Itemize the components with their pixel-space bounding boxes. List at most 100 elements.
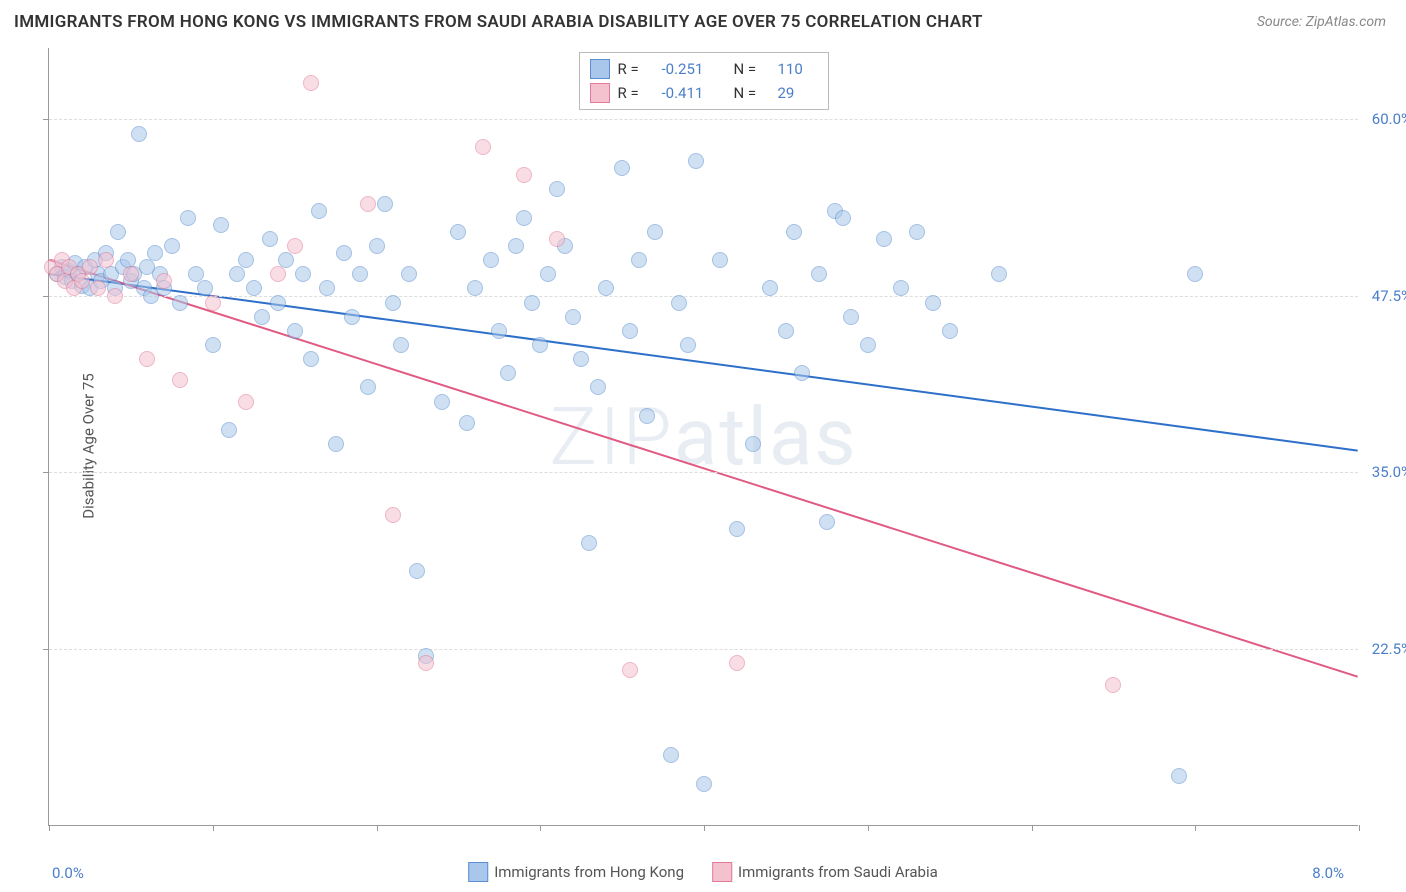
point-hong-kong	[491, 323, 507, 339]
legend-label: Immigrants from Hong Kong	[494, 863, 684, 881]
point-hong-kong	[516, 210, 532, 226]
point-hong-kong	[409, 563, 425, 579]
trend-line	[49, 260, 1357, 677]
point-hong-kong	[500, 365, 516, 381]
point-hong-kong	[532, 337, 548, 353]
point-hong-kong	[524, 295, 540, 311]
point-hong-kong	[377, 196, 393, 212]
point-hong-kong	[352, 266, 368, 282]
point-hong-kong	[246, 280, 262, 296]
y-tick-label: 22.5%	[1372, 640, 1406, 658]
point-hong-kong	[811, 266, 827, 282]
point-hong-kong	[696, 776, 712, 792]
point-hong-kong	[876, 231, 892, 247]
point-hong-kong	[467, 280, 483, 296]
point-saudi-arabia	[303, 75, 319, 91]
point-hong-kong	[450, 224, 466, 240]
x-tick	[704, 825, 705, 831]
point-saudi-arabia	[123, 266, 139, 282]
point-saudi-arabia	[516, 167, 532, 183]
point-saudi-arabia	[287, 238, 303, 254]
point-hong-kong	[925, 295, 941, 311]
point-hong-kong	[762, 280, 778, 296]
point-hong-kong	[459, 415, 475, 431]
point-hong-kong	[729, 521, 745, 537]
legend-n-value: 110	[778, 60, 818, 78]
x-tick	[540, 825, 541, 831]
y-tick-label: 35.0%	[1372, 463, 1406, 481]
point-hong-kong	[311, 203, 327, 219]
point-hong-kong	[581, 535, 597, 551]
gridline-h	[49, 296, 1358, 297]
point-hong-kong	[221, 422, 237, 438]
legend-swatch	[712, 862, 732, 882]
point-hong-kong	[131, 126, 147, 142]
point-hong-kong	[1171, 768, 1187, 784]
correlation-legend: R = -0.251N = 110R = -0.411N = 29	[579, 52, 829, 110]
point-saudi-arabia	[156, 273, 172, 289]
x-tick	[868, 825, 869, 831]
legend-r-value: -0.251	[662, 60, 726, 78]
point-hong-kong	[344, 309, 360, 325]
point-hong-kong	[110, 224, 126, 240]
point-hong-kong	[270, 295, 286, 311]
y-tick	[43, 296, 49, 297]
point-hong-kong	[712, 252, 728, 268]
y-tick-label: 47.5%	[1372, 287, 1406, 305]
point-saudi-arabia	[238, 394, 254, 410]
point-hong-kong	[778, 323, 794, 339]
point-hong-kong	[287, 323, 303, 339]
y-tick	[43, 119, 49, 120]
point-hong-kong	[540, 266, 556, 282]
legend-n-value: 29	[778, 84, 818, 102]
point-hong-kong	[393, 337, 409, 353]
point-hong-kong	[385, 295, 401, 311]
gridline-h	[49, 472, 1358, 473]
point-hong-kong	[680, 337, 696, 353]
point-hong-kong	[369, 238, 385, 254]
y-tick-label: 60.0%	[1372, 110, 1406, 128]
plot-area: ZIPatlas R = -0.251N = 110R = -0.411N = …	[48, 48, 1358, 826]
point-hong-kong	[147, 245, 163, 261]
point-saudi-arabia	[82, 259, 98, 275]
point-saudi-arabia	[360, 196, 376, 212]
y-tick	[43, 649, 49, 650]
point-hong-kong	[401, 266, 417, 282]
point-hong-kong	[843, 309, 859, 325]
point-saudi-arabia	[90, 280, 106, 296]
point-hong-kong	[172, 295, 188, 311]
legend-n-label: N =	[734, 60, 770, 78]
legend-swatch	[590, 83, 610, 103]
point-hong-kong	[786, 224, 802, 240]
legend-n-label: N =	[734, 84, 770, 102]
point-hong-kong	[549, 181, 565, 197]
legend-swatch	[468, 862, 488, 882]
point-hong-kong	[573, 351, 589, 367]
point-saudi-arabia	[549, 231, 565, 247]
point-saudi-arabia	[74, 273, 90, 289]
point-hong-kong	[319, 280, 335, 296]
point-hong-kong	[360, 379, 376, 395]
point-hong-kong	[336, 245, 352, 261]
point-saudi-arabia	[270, 266, 286, 282]
point-saudi-arabia	[98, 252, 114, 268]
point-hong-kong	[819, 514, 835, 530]
point-hong-kong	[434, 394, 450, 410]
point-hong-kong	[991, 266, 1007, 282]
point-hong-kong	[328, 436, 344, 452]
point-hong-kong	[598, 280, 614, 296]
point-hong-kong	[688, 153, 704, 169]
point-hong-kong	[647, 224, 663, 240]
legend-r-value: -0.411	[662, 84, 726, 102]
legend-label: Immigrants from Saudi Arabia	[738, 863, 938, 881]
point-hong-kong	[639, 408, 655, 424]
point-saudi-arabia	[107, 288, 123, 304]
point-hong-kong	[254, 309, 270, 325]
point-hong-kong	[942, 323, 958, 339]
point-hong-kong	[860, 337, 876, 353]
point-hong-kong	[835, 210, 851, 226]
point-hong-kong	[164, 238, 180, 254]
legend-item: Immigrants from Hong Kong	[468, 862, 684, 882]
point-hong-kong	[1187, 266, 1203, 282]
x-tick	[213, 825, 214, 831]
